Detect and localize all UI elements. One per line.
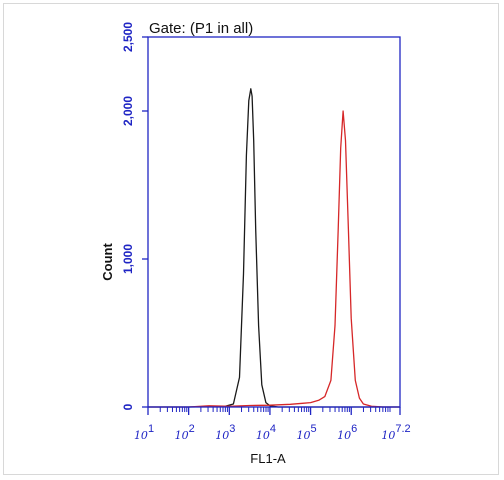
x-tick-label: 102 [175,423,195,442]
histogram-series-1 [148,88,400,408]
x-tick-label: 104 [256,423,276,442]
plot-area [147,36,401,408]
x-axis-label: FL1-A [250,451,286,466]
y-axis-label: Count [100,243,115,281]
histogram-lines [148,88,400,408]
x-tick-label: 101 [134,423,154,442]
x-tick-label: 105 [297,423,317,442]
y-tick-label: 1,000 [121,244,135,274]
x-tick-label: 103 [215,423,235,442]
y-tick-label: 0 [121,403,135,410]
histogram-series-2 [148,110,400,408]
x-tick-label: 107.2 [381,423,410,442]
x-tick-label: 106 [337,423,357,442]
gate-title: Gate: (P1 in all) [149,20,253,37]
figure-frame [3,3,499,475]
y-ticks: 0 1,000 2,000 2,500 [121,22,148,410]
x-minor-ticks [159,407,391,412]
y-tick-label: 2,500 [121,22,135,52]
plot-axes [147,36,401,408]
x-ticks: 101 102 103 104 105 106 107.2 [134,407,411,442]
y-tick-label: 2,000 [121,96,135,126]
